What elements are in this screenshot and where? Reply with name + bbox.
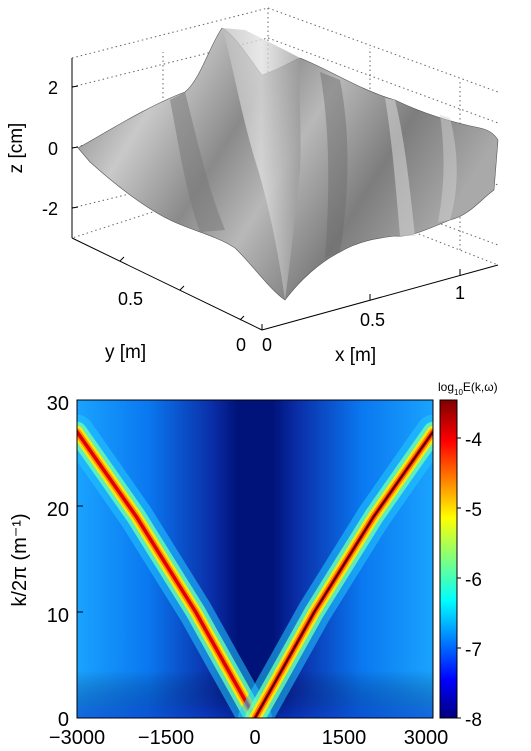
x-tick-label: 0.5 (360, 310, 385, 330)
heatmap-x-tick-label: 1500 (322, 727, 367, 749)
z-ticks (71, 85, 461, 330)
colorbar-title: log10E(k,ω) (438, 380, 498, 397)
heatmap-bottom-band (77, 400, 433, 718)
heatmap-x-tick-label: 3000 (404, 727, 449, 749)
x-tick-label: 1 (455, 283, 465, 303)
heatmap-y-tick-label: 0 (58, 709, 69, 731)
colorbar-tick-label: -8 (465, 710, 482, 731)
x-tick-label: 0 (262, 335, 272, 355)
y-tick-label: 0 (236, 335, 246, 355)
heatmap-y-ticks (77, 399, 83, 719)
surface-crest-right (385, 98, 415, 236)
z-tick-label: -2 (42, 199, 58, 219)
surface-ridge (222, 28, 301, 300)
x-axis-label: x [m] (335, 345, 376, 366)
z-tick-label: 0 (48, 139, 58, 159)
dispersion-ridges (77, 414, 433, 718)
heatmap-frame (76, 399, 434, 719)
ridge-left (77, 430, 257, 718)
colorbar-ticks (457, 437, 461, 719)
heatmap-y-tick-label: 10 (47, 605, 69, 627)
colorbar-tick-label: -5 (465, 500, 482, 521)
colorbar (439, 399, 458, 719)
surface-plot: 2 0 -2 z [cm] 0.5 0 y [m] 0 0.5 1 x [m] (6, 7, 499, 366)
heatmap-x-tick-label: −3000 (49, 727, 105, 749)
theory-curve (254, 431, 433, 718)
heatmap-y-axis-label: k/2π (m⁻¹) (9, 513, 31, 606)
z-tick-label: 2 (48, 78, 58, 98)
x-axis-line (261, 264, 499, 331)
surface-crest-far-right (438, 115, 457, 222)
y-axis-label: y [m] (105, 342, 146, 363)
heatmap-x-tick-label: 0 (249, 727, 260, 749)
colorbar-tick-label: -7 (465, 640, 482, 661)
y-tick-label: 0.5 (118, 289, 143, 309)
z-axis-label: z [cm] (6, 123, 27, 174)
heatmap-y-tick-label: 20 (47, 499, 69, 521)
y-axis-line (71, 237, 263, 331)
heatmap-x-tick-label: −1500 (138, 727, 194, 749)
surface-trough-right (320, 72, 348, 258)
surface-trough (170, 92, 225, 232)
colorbar-tick-label: -6 (465, 570, 482, 591)
heatmap-y-tick-label: 30 (47, 393, 69, 415)
colorbar-tick-label: -4 (465, 430, 482, 451)
heatmap-plot: 30 20 10 0 k/2π (m⁻¹) −3000 −1500 0 1500… (9, 380, 498, 749)
